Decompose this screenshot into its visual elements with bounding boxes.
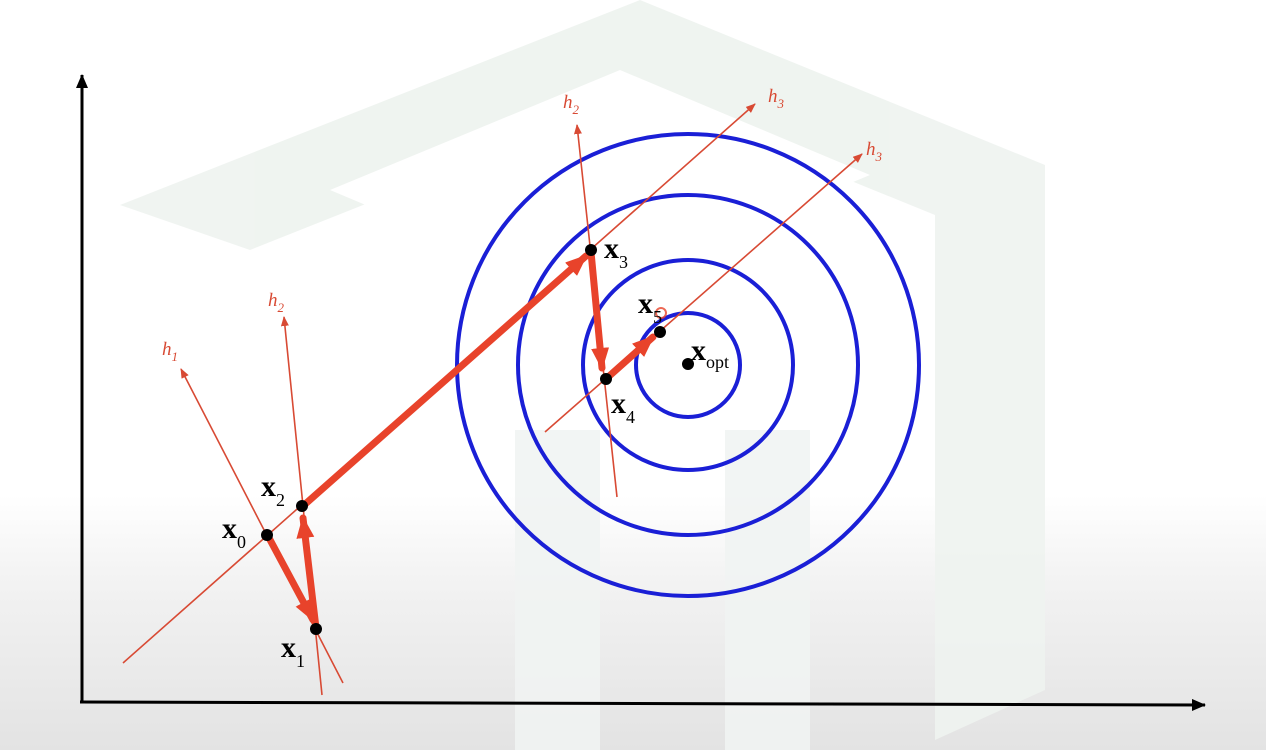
- label-x0: x0: [222, 512, 246, 552]
- point-x3: [585, 244, 597, 256]
- point-x4: [600, 373, 612, 385]
- label-x1: x1: [281, 631, 305, 671]
- line-labels: h1 h2 h2 h3 h3: [162, 86, 883, 364]
- step-x0-x1: [264, 532, 317, 624]
- label-x2: x2: [261, 470, 285, 510]
- label-x4: x4: [611, 387, 635, 427]
- label-h3-upper: h3: [768, 86, 785, 111]
- contour-ring: [516, 193, 860, 537]
- cursor-highlight: [655, 307, 667, 319]
- step-arrows: [264, 248, 657, 632]
- axes: [76, 74, 1206, 711]
- line-h1: [180, 368, 344, 684]
- step-x4-x5: [603, 333, 657, 382]
- step-x3-x4: [587, 248, 610, 372]
- x-axis: [79, 698, 1206, 711]
- label-x5: x5: [638, 287, 662, 327]
- point-x0: [261, 529, 273, 541]
- label-h1: h1: [162, 339, 178, 364]
- contour-ring: [581, 258, 795, 472]
- point-x1: [310, 623, 322, 635]
- label-h3-lower: h3: [866, 139, 883, 164]
- contour-ring: [634, 311, 742, 419]
- line-h3-lower: [544, 153, 863, 433]
- label-xopt: xopt: [691, 334, 729, 372]
- points: [261, 244, 694, 635]
- label-h2-right: h2: [563, 92, 580, 117]
- point-labels: x0 x1 x2 x3 x4 x5 xopt: [222, 232, 729, 671]
- point-xopt: [682, 358, 694, 370]
- point-x5: [654, 326, 666, 338]
- step-x2-x3: [299, 252, 590, 510]
- label-x3: x3: [604, 232, 628, 272]
- contour-ring: [455, 132, 921, 598]
- step-x1-x2: [296, 514, 320, 632]
- watermark: [120, 0, 1045, 750]
- label-h2-left: h2: [268, 290, 285, 315]
- point-x2: [296, 500, 308, 512]
- contours: [455, 132, 921, 598]
